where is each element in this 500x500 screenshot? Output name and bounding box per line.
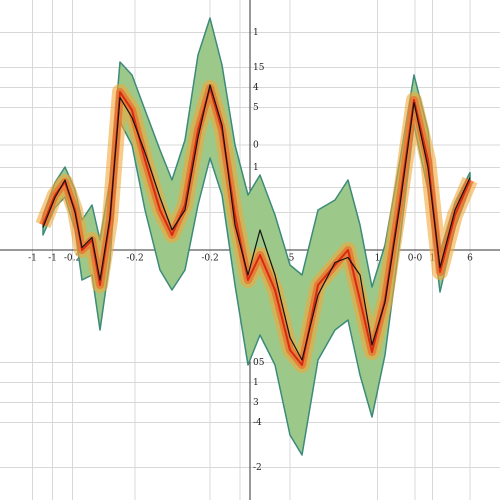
y-tick-label: 05: [253, 358, 265, 368]
x-tick-label: -0.2: [201, 254, 218, 264]
x-tick-label: -1: [48, 254, 57, 264]
y-tick-label: -4: [253, 418, 262, 428]
y-tick-label: 1: [253, 378, 259, 388]
x-tick-label: 6: [467, 254, 473, 264]
x-tick-label: -0.2: [126, 254, 143, 264]
y-tick-label: 1: [253, 163, 259, 173]
y-tick-label: 3: [253, 398, 259, 408]
line: [42, 84, 471, 361]
y-tick-label: 1: [253, 28, 259, 38]
y-tick-label: 0: [253, 141, 259, 151]
y-tick-label: -2: [253, 463, 262, 473]
x-tick-label: -5: [286, 254, 295, 264]
y-tick-label: 15: [253, 63, 265, 73]
x-tick-label: -1: [28, 254, 37, 264]
x-tick-label: -0.2: [64, 254, 81, 264]
x-tick-label: 0-0: [408, 254, 423, 264]
y-tick-label: 4: [253, 83, 259, 93]
x-tick-label: 1: [375, 254, 381, 264]
y-tick-label: 5: [253, 103, 259, 113]
